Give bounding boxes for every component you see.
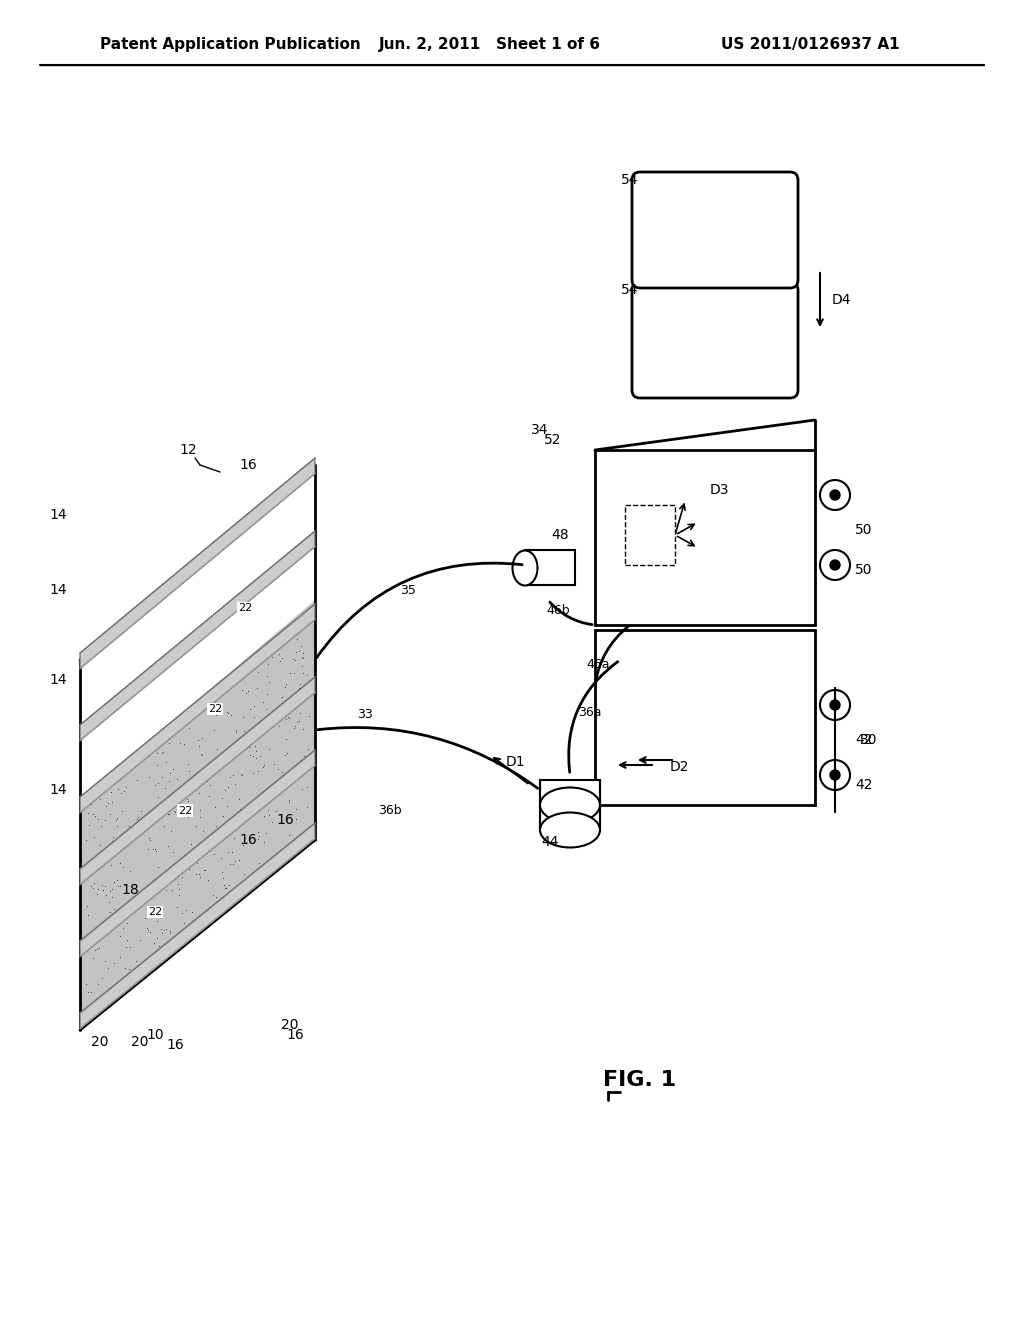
- Circle shape: [820, 550, 850, 579]
- Text: 14: 14: [49, 673, 67, 686]
- Text: 16: 16: [240, 833, 257, 847]
- Text: 16: 16: [166, 1038, 184, 1052]
- Bar: [625, 506, 675, 565]
- Text: 10: 10: [146, 1028, 164, 1041]
- Text: 54: 54: [622, 282, 639, 297]
- Text: 22: 22: [238, 603, 252, 612]
- Polygon shape: [80, 458, 315, 669]
- Text: FIG. 1: FIG. 1: [603, 1071, 677, 1090]
- Text: 44: 44: [542, 836, 559, 849]
- Circle shape: [830, 490, 840, 500]
- Text: 42: 42: [855, 777, 872, 792]
- Text: D1: D1: [505, 755, 525, 770]
- Text: 12: 12: [179, 444, 197, 457]
- Text: D4: D4: [831, 293, 852, 308]
- Text: 18: 18: [121, 883, 139, 898]
- Polygon shape: [80, 605, 315, 813]
- Polygon shape: [80, 531, 315, 741]
- Bar: [595, 630, 815, 805]
- Text: 22: 22: [178, 805, 193, 816]
- Text: 14: 14: [49, 583, 67, 597]
- Text: 42: 42: [855, 733, 872, 747]
- Text: 33: 33: [357, 709, 373, 722]
- Text: 14: 14: [49, 783, 67, 797]
- FancyBboxPatch shape: [632, 282, 798, 399]
- Text: 35: 35: [400, 583, 416, 597]
- Polygon shape: [80, 601, 315, 1030]
- Circle shape: [830, 770, 840, 780]
- Text: 20: 20: [282, 1018, 299, 1032]
- Text: 50: 50: [855, 564, 872, 577]
- FancyBboxPatch shape: [632, 172, 798, 288]
- Text: 34: 34: [531, 422, 549, 437]
- Text: D2: D2: [670, 760, 689, 774]
- Text: 16: 16: [286, 1028, 304, 1041]
- Text: 46a: 46a: [587, 659, 609, 672]
- Text: 22: 22: [147, 907, 162, 917]
- Text: 20: 20: [131, 1035, 148, 1049]
- Text: 36b: 36b: [378, 804, 401, 817]
- Text: 20: 20: [91, 1035, 109, 1049]
- Polygon shape: [80, 465, 315, 1030]
- Polygon shape: [80, 822, 315, 1028]
- Circle shape: [820, 760, 850, 789]
- Text: 16: 16: [240, 458, 257, 473]
- Text: US 2011/0126937 A1: US 2011/0126937 A1: [721, 37, 900, 53]
- Text: 14: 14: [49, 508, 67, 521]
- Polygon shape: [80, 750, 315, 957]
- Ellipse shape: [540, 788, 600, 822]
- Circle shape: [820, 690, 850, 719]
- Circle shape: [830, 560, 840, 570]
- Text: 36a: 36a: [579, 705, 602, 718]
- Bar: [540, 780, 600, 830]
- Text: 16: 16: [276, 813, 294, 828]
- Text: 54: 54: [622, 173, 639, 187]
- Polygon shape: [80, 677, 315, 884]
- Text: Jun. 2, 2011   Sheet 1 of 6: Jun. 2, 2011 Sheet 1 of 6: [379, 37, 601, 53]
- Text: 52: 52: [544, 433, 562, 447]
- Circle shape: [830, 700, 840, 710]
- Circle shape: [820, 480, 850, 510]
- Text: 22: 22: [208, 705, 222, 714]
- Text: 48: 48: [551, 528, 568, 543]
- Text: 46b: 46b: [546, 603, 569, 616]
- Text: Patent Application Publication: Patent Application Publication: [100, 37, 360, 53]
- Bar: [525, 550, 575, 585]
- Text: 30: 30: [860, 733, 878, 747]
- Ellipse shape: [512, 550, 538, 586]
- Text: D3: D3: [710, 483, 729, 498]
- Text: 50: 50: [855, 523, 872, 537]
- Ellipse shape: [540, 813, 600, 847]
- Bar: [595, 450, 815, 624]
